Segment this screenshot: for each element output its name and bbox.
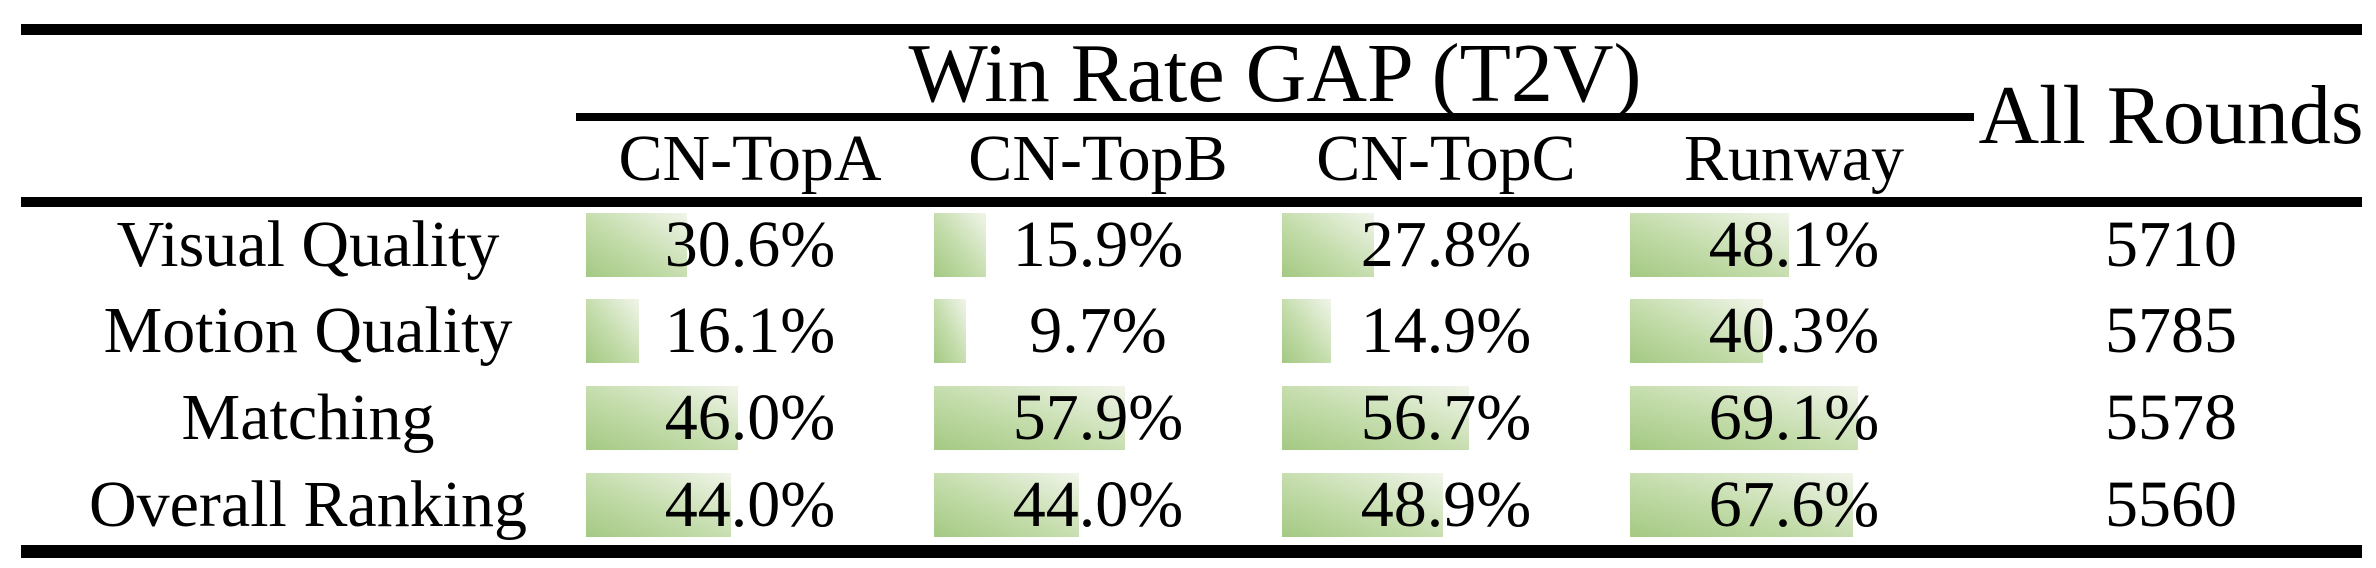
win-rate-bar (1282, 213, 1374, 277)
column-header-all-rounds: All Rounds (1978, 69, 2364, 162)
win-rate-value: 67.6% (1708, 468, 1880, 541)
win-rate-cell: 44.0% (924, 468, 1272, 541)
win-rate-cell: 14.9% (1272, 294, 1620, 367)
row-label: Motion Quality (103, 294, 513, 367)
win-rate-cell: 48.1% (1620, 208, 1968, 281)
win-rate-bar (1282, 386, 1470, 450)
group-header-underline (576, 113, 1974, 121)
win-rate-bar (1282, 299, 1332, 363)
win-rate-bar (586, 473, 732, 537)
row-label: Matching (181, 381, 435, 454)
win-rate-cell: 27.8% (1272, 208, 1620, 281)
win-rate-bar (586, 299, 640, 363)
win-rate-cell: 15.9% (924, 208, 1272, 281)
table-bottom-rule (21, 545, 2362, 558)
win-rate-cell: 9.7% (924, 294, 1272, 367)
win-rate-bar (586, 213, 687, 277)
win-rate-bar (1630, 299, 1763, 363)
win-rate-cell: 46.0% (576, 381, 924, 454)
win-rate-value: 40.3% (1708, 294, 1880, 367)
table-row-motion-quality: Motion Quality 16.1% 9.7% 14.9% 40.3% 57… (0, 294, 2376, 367)
win-rate-value: 27.8% (1360, 208, 1532, 281)
win-rate-value: 30.6% (664, 208, 836, 281)
win-rate-bar (1630, 213, 1789, 277)
table-row-overall-ranking: Overall Ranking 44.0% 44.0% 48.9% 67.6% … (0, 468, 2376, 541)
table-top-rule (21, 24, 2362, 35)
win-rate-cell: 67.6% (1620, 468, 1968, 541)
row-label: Visual Quality (116, 208, 500, 281)
win-rate-value: 15.9% (1012, 208, 1184, 281)
win-rate-value: 44.0% (664, 468, 836, 541)
win-rate-value: 57.9% (1012, 381, 1184, 454)
group-header-win-rate-gap: Win Rate GAP (T2V) (908, 27, 1642, 120)
all-rounds-value: 5560 (2105, 468, 2237, 541)
table-row-matching: Matching 46.0% 57.9% 56.7% 69.1% 5578 (0, 381, 2376, 454)
win-rate-bar (934, 299, 966, 363)
win-rate-cell: 44.0% (576, 468, 924, 541)
win-rate-value: 56.7% (1360, 381, 1532, 454)
win-rate-cell: 16.1% (576, 294, 924, 367)
win-rate-cell: 69.1% (1620, 381, 1968, 454)
win-rate-cell: 57.9% (924, 381, 1272, 454)
win-rate-bar (1630, 473, 1854, 537)
win-rate-bar (934, 386, 1126, 450)
win-rate-value: 48.1% (1708, 208, 1880, 281)
win-rate-cell: 56.7% (1272, 381, 1620, 454)
table-row-visual-quality: Visual Quality 30.6% 15.9% 27.8% 48.1% 5… (0, 208, 2376, 281)
win-rate-value: 16.1% (664, 294, 836, 367)
column-header-cn-topb: CN-TopB (968, 122, 1228, 195)
win-rate-value: 48.9% (1360, 468, 1532, 541)
header-body-rule (21, 197, 2362, 207)
win-rate-bar (586, 386, 738, 450)
win-rate-value: 9.7% (1029, 294, 1167, 367)
win-rate-value: 14.9% (1360, 294, 1532, 367)
win-rate-cell: 48.9% (1272, 468, 1620, 541)
win-rate-bar (1282, 473, 1444, 537)
win-rate-bar (934, 213, 987, 277)
column-header-cn-topa: CN-TopA (618, 122, 882, 195)
all-rounds-value: 5578 (2105, 381, 2237, 454)
win-rate-cell: 40.3% (1620, 294, 1968, 367)
all-rounds-value: 5785 (2105, 294, 2237, 367)
row-label: Overall Ranking (88, 468, 528, 541)
win-rate-value: 69.1% (1708, 381, 1880, 454)
column-header-cn-topc: CN-TopC (1316, 122, 1576, 195)
win-rate-value: 46.0% (664, 381, 836, 454)
win-rate-bar (1630, 386, 1859, 450)
win-rate-value: 44.0% (1012, 468, 1184, 541)
win-rate-bar (934, 473, 1080, 537)
win-rate-cell: 30.6% (576, 208, 924, 281)
all-rounds-value: 5710 (2105, 208, 2237, 281)
column-header-runway: Runway (1684, 122, 1904, 195)
